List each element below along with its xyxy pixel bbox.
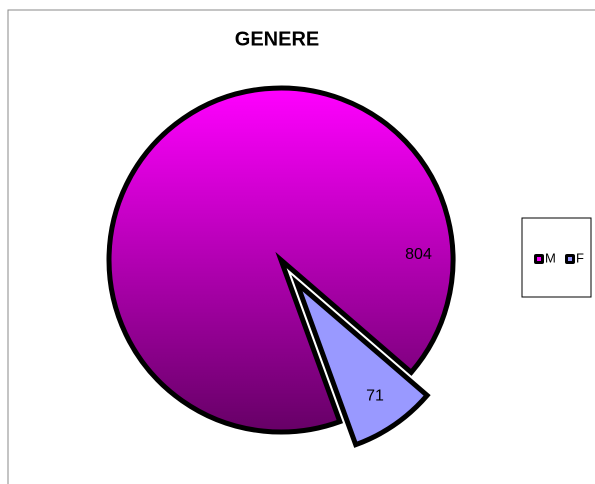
legend-swatch-color [537, 257, 541, 261]
data-label: 804 [405, 246, 432, 263]
pie-slice [291, 274, 431, 448]
data-label: 71 [366, 388, 384, 405]
legend-box [521, 217, 592, 298]
chart-title: GENERE [235, 28, 319, 50]
legend-label: M [545, 250, 556, 265]
legend-swatch-color [568, 257, 572, 261]
legend-label: F [576, 250, 584, 265]
pie: 804 71 [106, 85, 456, 448]
pie-slice [106, 85, 456, 435]
